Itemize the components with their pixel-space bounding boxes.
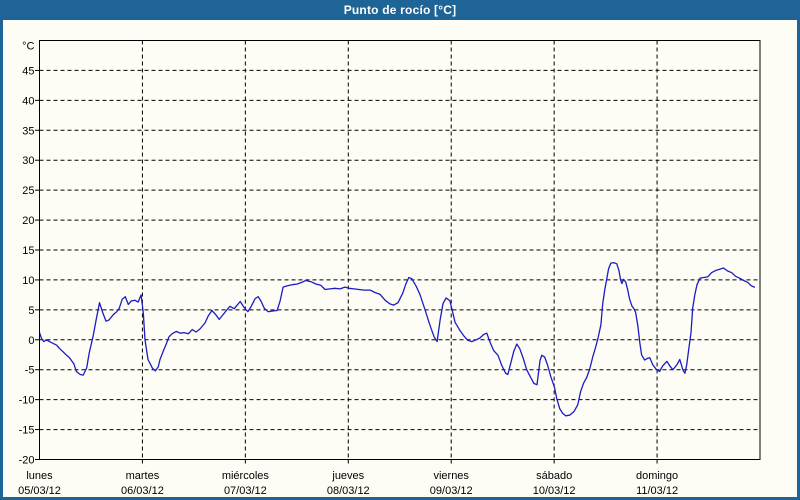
day-label: martes <box>126 470 160 482</box>
date-label: 08/03/12 <box>327 485 370 497</box>
y-tick-label: 15 <box>22 245 34 257</box>
date-label: 10/03/12 <box>533 485 576 497</box>
y-tick-label: 20 <box>22 215 34 227</box>
date-label: 05/03/12 <box>18 485 61 497</box>
y-tick-label: -15 <box>19 425 35 437</box>
dew-point-series-line <box>38 261 756 417</box>
day-label: domingo <box>636 470 678 482</box>
y-tick-label: 30 <box>22 155 34 167</box>
day-label: sábado <box>536 470 572 482</box>
chart-background <box>3 20 797 497</box>
y-tick-label: 40 <box>22 95 34 107</box>
y-axis-unit-label: °C <box>22 41 34 53</box>
y-tick-label: 35 <box>22 125 34 137</box>
date-label: 09/03/12 <box>430 485 473 497</box>
y-tick-label: 25 <box>22 185 34 197</box>
day-label: lunes <box>26 470 53 482</box>
date-label: 11/03/12 <box>636 485 678 497</box>
y-tick-label: 0 <box>28 335 34 347</box>
y-tick-label: -20 <box>19 455 35 467</box>
plot-border <box>39 40 761 460</box>
y-tick-label: 5 <box>28 305 34 317</box>
date-label: 06/03/12 <box>121 485 164 497</box>
y-tick-label: 45 <box>22 65 34 77</box>
y-tick-label: -10 <box>19 395 35 407</box>
y-tick-label: 10 <box>22 275 34 287</box>
date-label: 07/03/12 <box>224 485 267 497</box>
day-label: viernes <box>433 470 469 482</box>
day-label: jueves <box>331 470 364 482</box>
day-label: miércoles <box>222 470 270 482</box>
chart-title-bar: Punto de rocío [°C] <box>0 0 800 20</box>
chart-title: Punto de rocío [°C] <box>343 3 457 17</box>
y-tick-label: -5 <box>25 365 35 377</box>
